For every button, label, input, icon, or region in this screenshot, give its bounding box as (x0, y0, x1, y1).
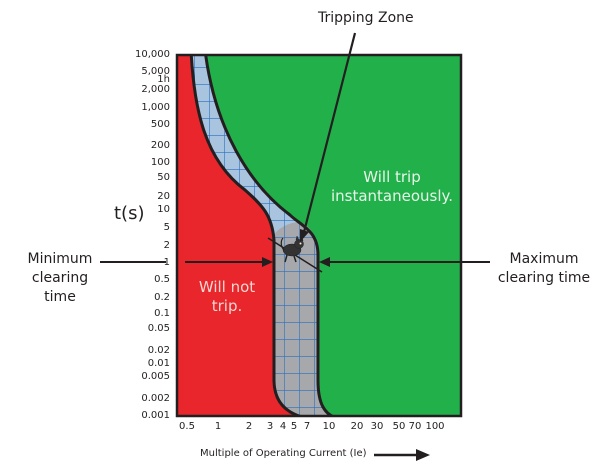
y-tick: 0.5 (154, 274, 170, 285)
no-trip-region (177, 55, 300, 416)
min-clearing-label-line2: clearing time (31, 270, 89, 305)
y-tick: 1 (163, 257, 170, 268)
x-tick: 3 (266, 421, 274, 432)
chart-frame (175, 53, 463, 418)
x-tick: 70 (408, 421, 422, 432)
max-clearing-label: Maximum clearing time (494, 250, 594, 288)
y-tick: 5 (163, 222, 170, 233)
y-tick: 0.1 (154, 308, 170, 319)
minimum-clearing-curve (189, 55, 305, 416)
y-tick: 1h (157, 74, 170, 85)
x-tick: 0.5 (179, 421, 195, 432)
y-tick: 0.002 (141, 393, 170, 404)
no-trip-label-line2: trip. (211, 297, 243, 315)
max-clearing-label-line2: clearing time (497, 270, 591, 286)
min-clearing-label: Minimum clearing time (20, 250, 100, 307)
y-tick: 2 (163, 240, 170, 251)
y-tick: 1,000 (141, 102, 170, 113)
x-tick: 5 (290, 421, 298, 432)
x-tick: 20 (350, 421, 364, 432)
x-axis-title: Multiple of Operating Current (Ie) (200, 448, 367, 459)
y-tick: 0.001 (141, 410, 170, 421)
tripping-zone-pointer (302, 32, 357, 233)
y-tick: 0.2 (154, 292, 170, 303)
mascot-icon (280, 235, 304, 263)
x-tick: 30 (370, 421, 384, 432)
no-trip-label-line1: Will not (198, 278, 256, 296)
x-tick: 7 (303, 421, 311, 432)
maximum-clearing-curve (204, 55, 336, 416)
y-tick: 2,000 (141, 84, 170, 95)
min-clearing-label-line1: Minimum (27, 251, 93, 267)
y-tick: 200 (150, 140, 170, 151)
y-tick: 100 (150, 157, 170, 168)
instant-trip-label: Will trip instantaneously. (330, 168, 454, 206)
y-tick: 5,000 (141, 66, 170, 77)
chart-title: Tripping Zone (318, 10, 414, 26)
x-tick: 1 (214, 421, 222, 432)
y-tick: 0.005 (141, 371, 170, 382)
instant-trip-label-line2: instantaneously. (330, 187, 454, 205)
y-tick: 0.01 (147, 358, 170, 369)
y-tick: 0.05 (147, 323, 170, 334)
max-clearing-label-line1: Maximum (509, 251, 579, 267)
y-axis-title: t(s) (114, 203, 145, 224)
instant-trip-label-line1: Will trip (363, 168, 421, 186)
x-tick: 10 (322, 421, 336, 432)
x-tick: 50 (392, 421, 406, 432)
y-tick: 20 (157, 191, 170, 202)
x-tick: 2 (245, 421, 253, 432)
y-tick: 10,000 (135, 49, 170, 60)
y-tick: 500 (150, 119, 170, 130)
x-tick: 4 (279, 421, 287, 432)
y-tick: 0.02 (147, 345, 170, 356)
y-tick: 10 (157, 204, 170, 215)
x-tick: 100 (425, 421, 445, 432)
no-trip-label: Will not trip. (192, 278, 262, 316)
y-tick: 50 (157, 172, 170, 183)
